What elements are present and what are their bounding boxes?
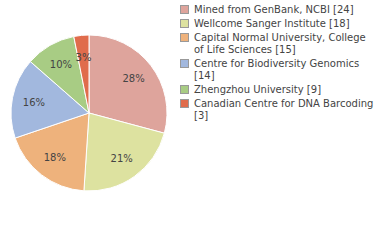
html-text:Zhengzhou University [9]: Zhengzhou University [9]: [194, 84, 321, 95]
html-text:Canadian Centre for DNA Barcod: Canadian Centre for DNA Barcoding [3]: [194, 98, 374, 121]
svg-text:3%: 3%: [76, 52, 92, 63]
svg-text:16%: 16%: [23, 97, 45, 108]
html-text:Centre for Biodiversity Genomi: Centre for Biodiversity Genomics [14]: [194, 58, 360, 81]
svg-text:28%: 28%: [122, 73, 144, 84]
svg-text:10%: 10%: [50, 59, 72, 70]
svg-text:18%: 18%: [44, 152, 66, 163]
html-text:Wellcome Sanger Institute [18]: Wellcome Sanger Institute [18]: [194, 18, 350, 29]
svg-text:21%: 21%: [111, 153, 133, 164]
html-text:Capital Normal University, Col: Capital Normal University, College of Li…: [194, 32, 366, 55]
html-text:Mined from GenBank, NCBI [24]: Mined from GenBank, NCBI [24]: [194, 4, 354, 15]
